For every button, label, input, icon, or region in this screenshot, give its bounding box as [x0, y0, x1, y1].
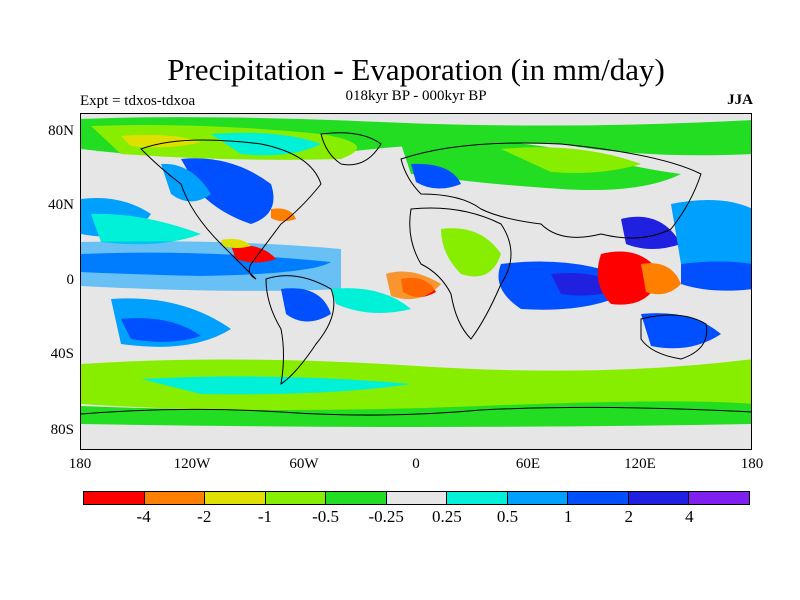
colorbar-label: -0.25 — [368, 507, 404, 526]
field-atlantic-cyan — [331, 288, 411, 313]
field-north-america-cyan — [161, 163, 211, 202]
chart-subtitle: 018kyr BP - 000kyr BP — [345, 88, 487, 104]
x-tick-120E: 120E — [624, 456, 656, 472]
field-australia-blue — [641, 313, 721, 349]
colorbar-swatch — [144, 492, 206, 504]
colorbar-swatch — [205, 492, 266, 504]
colorbar-swatch — [628, 492, 690, 504]
colorbar — [83, 491, 750, 505]
y-tick-40N: 40N — [48, 197, 74, 213]
coastlines — [81, 132, 751, 416]
field-southern-ocean-green — [81, 359, 751, 411]
y-tick-40S: 40S — [50, 346, 74, 362]
field-north-america-blue — [181, 158, 274, 224]
field-southern-ocean-cyan — [141, 376, 411, 395]
field-atlantic-orange — [386, 271, 441, 300]
field-maritime-indigo — [621, 216, 681, 249]
field-central-america-yellow — [221, 238, 251, 248]
x-tick-180-left: 180 — [68, 456, 92, 472]
field-tropical-pacific-cyan — [81, 241, 341, 291]
field-central-america-red — [231, 245, 276, 263]
colorbar-swatch — [386, 492, 448, 504]
colorbar-label: 2 — [624, 507, 633, 526]
field-maritime-orange — [641, 263, 681, 295]
y-tick-80N: 80N — [48, 123, 74, 139]
field-europe-blue — [411, 163, 461, 189]
field-west-pacific-blue — [671, 200, 751, 278]
colorbar-swatch — [689, 492, 750, 504]
colorbar-swatch — [265, 492, 327, 504]
colorbar-label: 0.5 — [496, 507, 519, 526]
experiment-label: Expt = tdxos-tdxoa — [80, 93, 196, 109]
field-north-atlantic-red — [271, 208, 296, 222]
coastline-eurasia — [400, 142, 702, 239]
colorbar-swatch — [326, 492, 387, 504]
coastline-greenland — [320, 132, 382, 166]
coastline-antarctica — [81, 406, 751, 416]
x-tick-0: 0 — [412, 456, 420, 472]
y-tick-0: 0 — [66, 272, 75, 288]
field-africa-green — [441, 228, 501, 277]
field-south-pacific-blue — [121, 318, 201, 342]
coastline-australia — [640, 314, 708, 360]
coastline-north-america — [140, 139, 322, 280]
y-tick-80S: 80S — [50, 422, 74, 438]
coastline-africa — [409, 207, 512, 340]
colorbar-swatch — [447, 492, 508, 504]
field-south-america-blue — [281, 288, 331, 322]
x-tick-60E: 60E — [515, 456, 541, 472]
map-panel — [80, 113, 752, 450]
colorbar-label: -2 — [197, 507, 212, 526]
x-tick-120W: 120W — [173, 456, 211, 472]
field-eurasia-lightgreen — [501, 147, 641, 173]
colorbar-swatch — [507, 492, 569, 504]
coastline-south-america — [265, 275, 335, 386]
field-arctic-yellow — [121, 134, 201, 148]
colorbar-label: 0.25 — [431, 507, 462, 526]
colorbar-label: 4 — [685, 507, 694, 526]
colorbar-label: -4 — [136, 507, 151, 526]
colorbar-label: -1 — [257, 507, 272, 526]
colorbar-swatch — [84, 492, 145, 504]
field-pacific-north-cyan — [91, 213, 201, 245]
x-tick-60W: 60W — [289, 456, 319, 472]
season-label: JJA — [727, 92, 753, 108]
colorbar-swatch — [568, 492, 629, 504]
colorbar-label: -0.5 — [312, 507, 339, 526]
map-plot — [81, 114, 751, 449]
field-west-pacific-deep — [681, 261, 751, 291]
field-arctic-cyan — [211, 132, 321, 156]
x-tick-180-right: 180 — [740, 456, 764, 472]
chart-title: Precipitation - Evaporation (in mm/day) — [167, 52, 665, 87]
colorbar-label: 1 — [563, 507, 573, 526]
